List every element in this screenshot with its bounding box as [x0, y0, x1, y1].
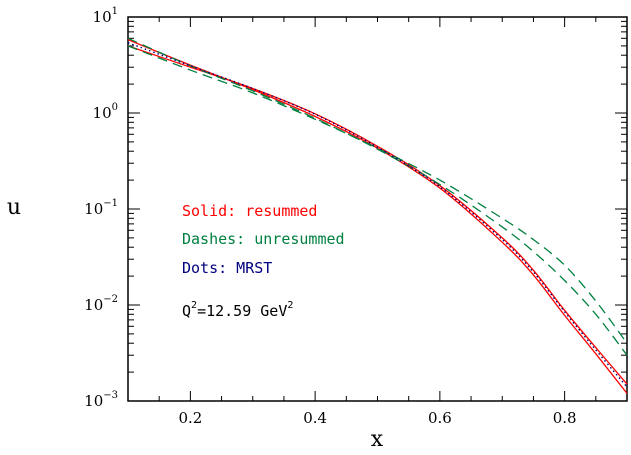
x-axis-label: x: [371, 427, 384, 452]
q2-sup: 2: [191, 300, 197, 311]
x-tick-labels: 0.2 0.4 0.6 0.8: [178, 409, 576, 427]
series-solid-line-1: [127, 45, 628, 385]
annotation-q2: Q2=12.59 GeV2: [182, 300, 293, 320]
y-tick-label: 10−3: [84, 390, 118, 410]
y-tick-label: 101: [93, 6, 118, 26]
y-tick-label: 10−2: [84, 294, 118, 314]
series-dashed-line-3: [127, 45, 628, 344]
q2-mid: =12.59 GeV: [197, 302, 287, 320]
curves: [127, 37, 628, 394]
annotation-dots-mrst: Dots: MRST: [182, 259, 272, 277]
x-tick-label: 0.2: [178, 409, 202, 427]
y-axis-label: u: [7, 195, 21, 220]
q2-sup2: 2: [287, 300, 293, 311]
y-tick-label: 100: [93, 102, 118, 122]
ticks: [127, 16, 628, 402]
annotation-solid-resummed: Solid: resummed: [182, 202, 317, 220]
x-tick-label: 0.6: [428, 409, 452, 427]
y-tick-label: 10−1: [84, 198, 118, 218]
y-tick-labels: 101 100 10−1 10−2 10−3: [84, 6, 118, 410]
q2-prefix: Q: [182, 302, 191, 320]
x-tick-label: 0.8: [553, 409, 577, 427]
annotation-dashes-unresummed: Dashes: unresummed: [182, 230, 345, 248]
series-dashed-line-2: [127, 37, 628, 356]
x-tick-label: 0.4: [303, 409, 327, 427]
